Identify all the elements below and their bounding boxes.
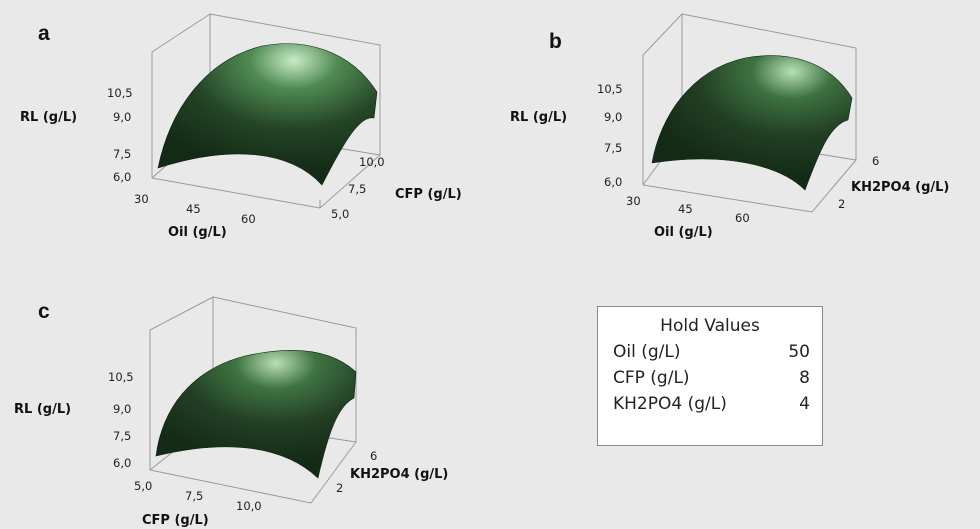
y-tick-c-1: 6 <box>370 449 377 463</box>
x-tick-b-0: 30 <box>626 194 641 208</box>
z-tick-b-0: 6,0 <box>604 175 622 189</box>
hold-row-kh2po4: KH2PO4 (g/L) 4 <box>598 394 822 414</box>
z-tick-a-0: 6,0 <box>113 170 131 184</box>
y-tick-a-0: 5,0 <box>331 207 349 221</box>
y-tick-a-1: 7,5 <box>348 182 366 196</box>
x-axis-label-a: Oil (g/L) <box>168 225 227 240</box>
response-surface-b <box>651 55 853 191</box>
x-tick-a-1: 45 <box>186 202 201 216</box>
x-tick-a-0: 30 <box>134 192 149 206</box>
z-axis-label-c: RL (g/L) <box>14 402 71 417</box>
y-tick-a-2: 10,0 <box>359 155 385 169</box>
x-tick-c-2: 10,0 <box>236 499 262 513</box>
y-tick-b-0: 2 <box>838 197 845 211</box>
z-tick-c-2: 9,0 <box>113 402 131 416</box>
z-axis-label-a: RL (g/L) <box>20 110 77 125</box>
hold-row-oil: Oil (g/L) 50 <box>598 342 822 362</box>
z-tick-b-3: 10,5 <box>597 82 623 96</box>
z-tick-a-3: 10,5 <box>107 86 133 100</box>
z-tick-a-1: 7,5 <box>113 147 131 161</box>
y-axis-label-a: CFP (g/L) <box>395 187 462 202</box>
panel-label-c: c <box>38 300 50 323</box>
z-tick-c-0: 6,0 <box>113 456 131 470</box>
panel-label-b: b <box>549 30 562 53</box>
x-tick-b-2: 60 <box>735 211 750 225</box>
x-axis-label-b: Oil (g/L) <box>654 225 713 240</box>
hold-row-value: 4 <box>799 394 810 414</box>
panel-label-a: a <box>38 22 50 45</box>
hold-values-title: Hold Values <box>660 316 760 336</box>
z-tick-c-1: 7,5 <box>113 429 131 443</box>
hold-values-box: Hold Values Oil (g/L) 50 CFP (g/L) 8 KH2… <box>597 306 823 446</box>
response-surface-a <box>157 43 378 186</box>
x-tick-c-0: 5,0 <box>134 479 152 493</box>
y-tick-c-0: 2 <box>336 481 343 495</box>
z-tick-b-1: 7,5 <box>604 141 622 155</box>
y-tick-b-1: 6 <box>872 154 879 168</box>
x-tick-c-1: 7,5 <box>185 489 203 503</box>
z-tick-c-3: 10,5 <box>108 370 134 384</box>
hold-row-value: 50 <box>788 342 810 362</box>
response-surface-c <box>155 350 357 479</box>
y-axis-label-b: KH2PO4 (g/L) <box>851 180 949 195</box>
z-tick-a-2: 9,0 <box>113 110 131 124</box>
y-axis-label-c: KH2PO4 (g/L) <box>350 467 448 482</box>
x-axis-label-c: CFP (g/L) <box>142 513 209 528</box>
hold-row-name: CFP (g/L) <box>613 368 690 388</box>
hold-row-value: 8 <box>799 368 810 388</box>
hold-row-name: Oil (g/L) <box>613 342 681 362</box>
hold-row-name: KH2PO4 (g/L) <box>613 394 727 414</box>
hold-row-cfp: CFP (g/L) 8 <box>598 368 822 388</box>
z-axis-label-b: RL (g/L) <box>510 110 567 125</box>
x-tick-b-1: 45 <box>678 202 693 216</box>
x-tick-a-2: 60 <box>241 212 256 226</box>
z-tick-b-2: 9,0 <box>604 110 622 124</box>
